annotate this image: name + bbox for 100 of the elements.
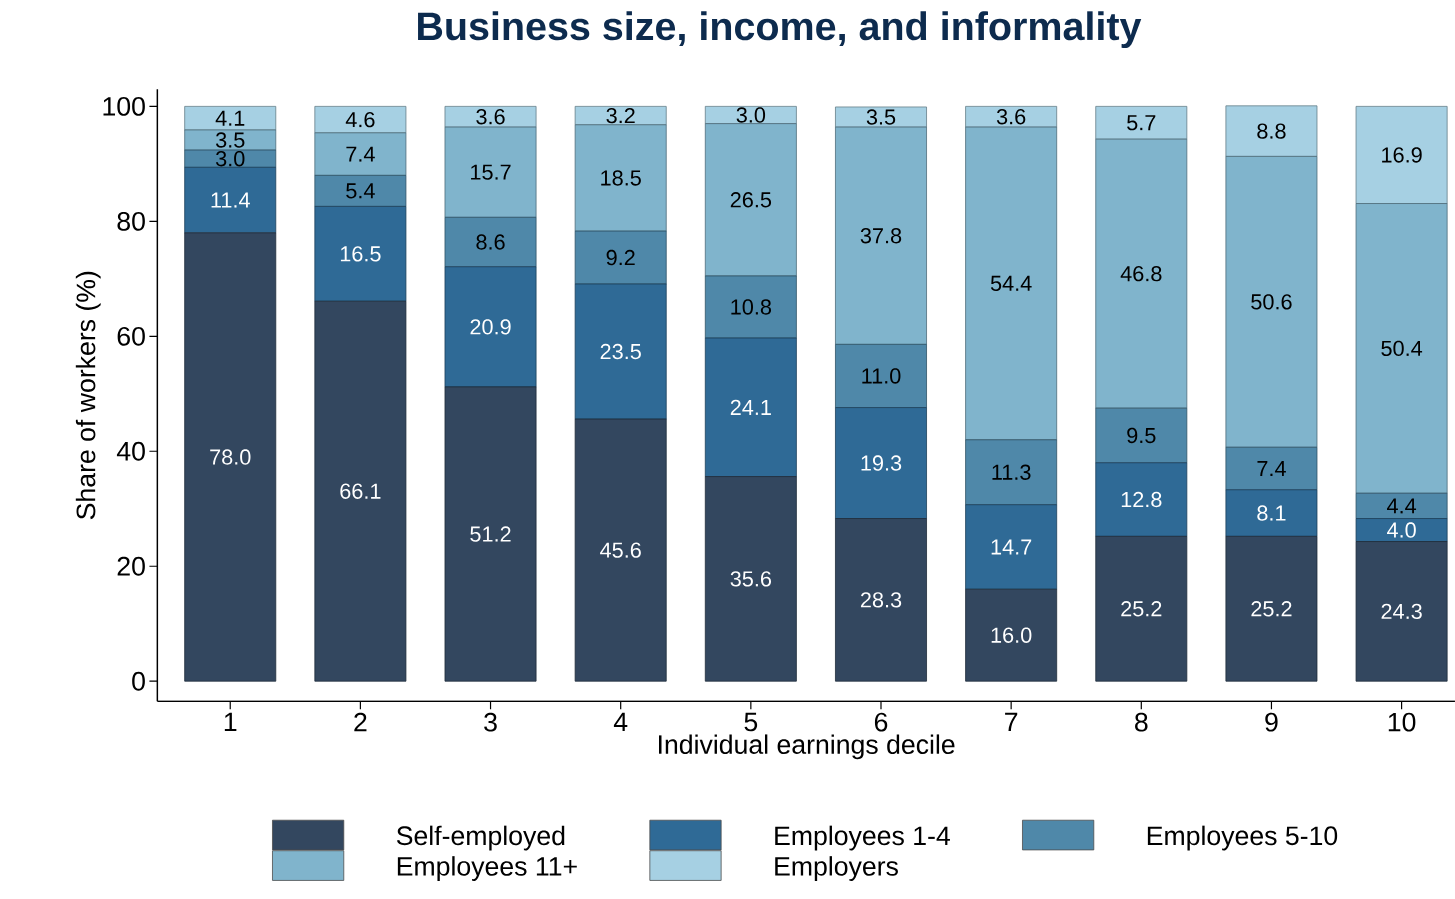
data-label: 11.4 <box>211 192 250 208</box>
x-tick-label: 6 <box>874 712 888 732</box>
bar <box>835 517 927 682</box>
bar <box>835 343 927 408</box>
bar <box>1225 155 1318 448</box>
data-label: 11.0 <box>862 368 901 384</box>
data-label: 19.3 <box>861 455 902 471</box>
legend-label: Employers <box>775 855 898 881</box>
bar <box>1225 446 1318 490</box>
x-tick-label: 4 <box>613 712 628 731</box>
data-label: 50.6 <box>1251 293 1292 310</box>
data-label: 4.4 <box>1387 498 1417 514</box>
data-label: 11.3 <box>992 464 1031 480</box>
bar <box>184 232 277 682</box>
data-label: 18.5 <box>601 170 641 186</box>
bar <box>1355 517 1448 542</box>
bar <box>835 406 927 519</box>
bar <box>965 439 1058 505</box>
data-label: 5.7 <box>1127 114 1156 131</box>
x-axis-title: Individual earnings decile <box>659 734 955 760</box>
legend-label: Employees 1-4 <box>775 825 950 851</box>
bar <box>314 174 407 207</box>
data-label: 78.0 <box>210 449 251 465</box>
bar <box>965 588 1058 682</box>
y-tick-label: 0 <box>132 671 145 691</box>
bar <box>1095 105 1188 140</box>
bar <box>184 149 277 168</box>
data-label: 28.3 <box>860 591 902 608</box>
data-label: 66.1 <box>340 483 381 499</box>
data-label: 24.3 <box>1381 603 1422 619</box>
y-axis-title: Share of workers (%) <box>75 271 101 519</box>
data-label: 7.4 <box>346 146 375 162</box>
x-tick-label: 5 <box>744 712 758 732</box>
bar <box>314 105 407 134</box>
legend-label: Employees 11+ <box>397 855 577 881</box>
data-label: 46.8 <box>1120 265 1162 282</box>
bar <box>1095 138 1188 409</box>
x-tick-label: 1 <box>224 712 237 731</box>
bar <box>574 230 667 285</box>
data-label: 3.5 <box>866 109 896 125</box>
data-label: 35.6 <box>730 570 772 587</box>
bar <box>1095 462 1188 537</box>
data-label: 25.2 <box>1121 600 1162 617</box>
bar <box>835 126 927 345</box>
bar <box>314 205 407 302</box>
data-label: 4.0 <box>1387 522 1416 538</box>
data-label: 8.8 <box>1257 123 1286 139</box>
data-label: 3.0 <box>215 150 245 167</box>
y-tick-label: 20 <box>117 556 145 576</box>
data-label: 51.2 <box>470 526 511 542</box>
bar <box>574 124 667 232</box>
x-tick-label: 7 <box>1005 712 1018 731</box>
data-label: 54.4 <box>990 275 1032 291</box>
data-label: 26.5 <box>730 191 772 208</box>
data-label: 24.1 <box>730 399 771 415</box>
bar <box>704 475 797 682</box>
y-tick-label: 40 <box>116 441 145 461</box>
y-tick-label: 60 <box>117 326 145 346</box>
data-label: 20.9 <box>470 318 511 335</box>
data-label: 16.9 <box>1382 147 1422 163</box>
data-label: 3.6 <box>476 108 505 125</box>
bar <box>444 126 537 218</box>
data-label: 16.0 <box>991 627 1032 643</box>
data-label: 8.1 <box>1257 505 1286 521</box>
bar <box>1355 540 1448 682</box>
data-label: 15.7 <box>471 164 511 180</box>
legend-label: Employees 5-10 <box>1147 825 1338 851</box>
x-tick-label: 10 <box>1388 712 1416 732</box>
bar <box>184 105 277 131</box>
bar <box>704 123 797 277</box>
bar <box>965 126 1058 440</box>
bar <box>184 166 277 234</box>
bar <box>1225 489 1318 537</box>
bar <box>1225 535 1318 682</box>
legend-label: Self-employed <box>396 825 565 851</box>
data-label: 16.5 <box>340 245 381 262</box>
data-label: 3.2 <box>606 107 635 124</box>
bar <box>704 337 797 477</box>
data-label: 8.6 <box>476 234 505 250</box>
bar <box>444 216 537 267</box>
x-tick-label: 3 <box>484 712 497 732</box>
data-label: 3.6 <box>996 108 1026 125</box>
bar <box>1095 407 1188 463</box>
x-tick-label: 8 <box>1135 712 1148 732</box>
bar <box>1225 105 1318 157</box>
data-label: 37.8 <box>860 227 902 244</box>
bar <box>574 418 667 682</box>
bar <box>444 386 537 682</box>
bar <box>314 300 407 682</box>
chart-title: Business size, income, and informality <box>418 11 1142 48</box>
bar <box>965 504 1058 590</box>
bar <box>1355 105 1448 204</box>
data-label: 4.1 <box>215 110 245 126</box>
data-label: 7.4 <box>1257 460 1286 476</box>
bar <box>1355 202 1448 494</box>
data-label: 45.6 <box>600 542 641 558</box>
data-label: 50.4 <box>1381 340 1423 356</box>
bar <box>574 283 667 420</box>
bar <box>1095 535 1188 682</box>
data-label: 25.2 <box>1251 600 1292 617</box>
